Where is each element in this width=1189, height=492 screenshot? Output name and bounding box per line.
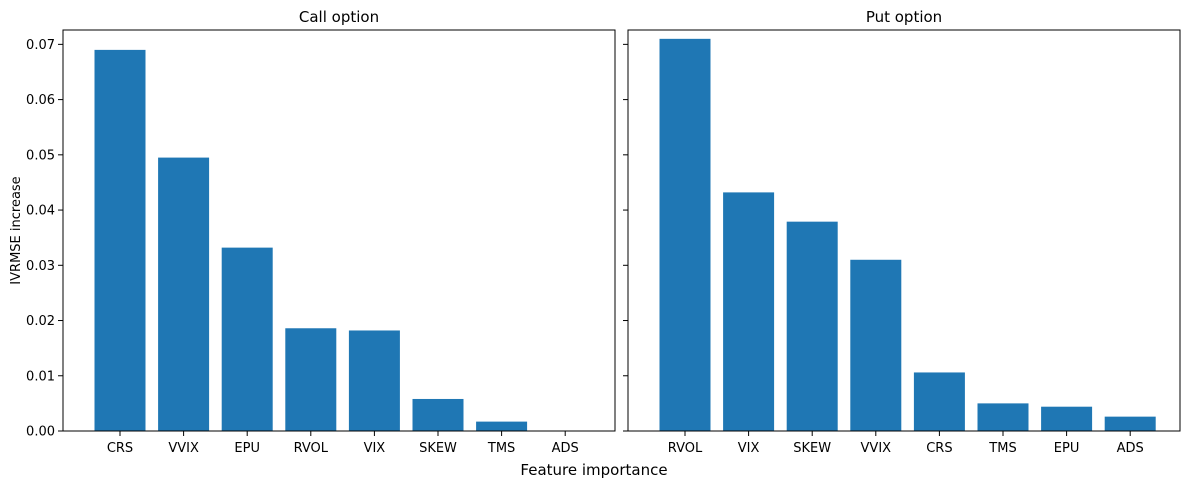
x-tick-label: TMS: [988, 441, 1016, 456]
bar-vix: [348, 330, 400, 431]
y-tick-label: 0.01: [26, 369, 55, 384]
y-tick-label: 0.04: [26, 204, 55, 219]
x-tick-label: EPU: [1054, 441, 1080, 456]
x-tick-label: SKEW: [793, 441, 831, 456]
x-tick-label: RVOL: [668, 441, 703, 456]
axes-frame: [627, 29, 1181, 432]
y-tick-label: 0.03: [26, 259, 55, 274]
shared-x-axis-label: Feature importance: [520, 461, 667, 479]
y-tick-label: 0.00: [26, 425, 55, 440]
y-tick-label: 0.07: [26, 38, 55, 53]
x-tick-label: VIX: [738, 441, 760, 456]
x-tick-label: CRS: [926, 441, 952, 456]
bar-epu: [221, 247, 273, 431]
bar-skew: [786, 221, 838, 431]
put-option-panel: RVOL VIX SKEW VVIX CRS TMS EPU ADS Put option: [623, 8, 1181, 456]
y-axis-label: IVRMSE increase: [9, 176, 24, 284]
bar-tms: [977, 403, 1029, 431]
x-tick-label: RVOL: [294, 441, 329, 456]
bar-rvol: [659, 38, 711, 432]
x-tick-label: EPU: [234, 441, 260, 456]
bar-crs: [913, 372, 965, 431]
x-tick-label: ADS: [552, 441, 579, 456]
bar-epu: [1041, 406, 1093, 431]
bar-vvix: [850, 259, 902, 431]
bar-vvix: [158, 157, 210, 431]
x-tick-label: SKEW: [419, 441, 457, 456]
axes-frame: [62, 29, 616, 432]
bar-vix: [723, 192, 775, 431]
x-tick-label: CRS: [107, 441, 133, 456]
bar-rvol: [285, 328, 337, 431]
bar-ads: [1104, 416, 1156, 431]
bar-skew: [412, 398, 464, 431]
x-tick-label: ADS: [1117, 441, 1144, 456]
x-tick-label: VVIX: [168, 441, 199, 456]
y-tick-label: 0.05: [26, 148, 55, 163]
call-option-panel: CRS VVIX EPU RVOL VIX SKEW TMS ADS 0.00 0.01 0.02 0…: [9, 8, 616, 456]
put-option-title: Put option: [866, 8, 942, 26]
x-tick-label: TMS: [487, 441, 515, 456]
bar-crs: [94, 49, 146, 431]
call-option-title: Call option: [299, 8, 379, 26]
y-tick-label: 0.02: [26, 314, 55, 329]
x-tick-label: VIX: [364, 441, 386, 456]
y-tick-label: 0.06: [26, 93, 55, 108]
bar-tms: [476, 421, 528, 431]
x-tick-label: VVIX: [861, 441, 892, 456]
